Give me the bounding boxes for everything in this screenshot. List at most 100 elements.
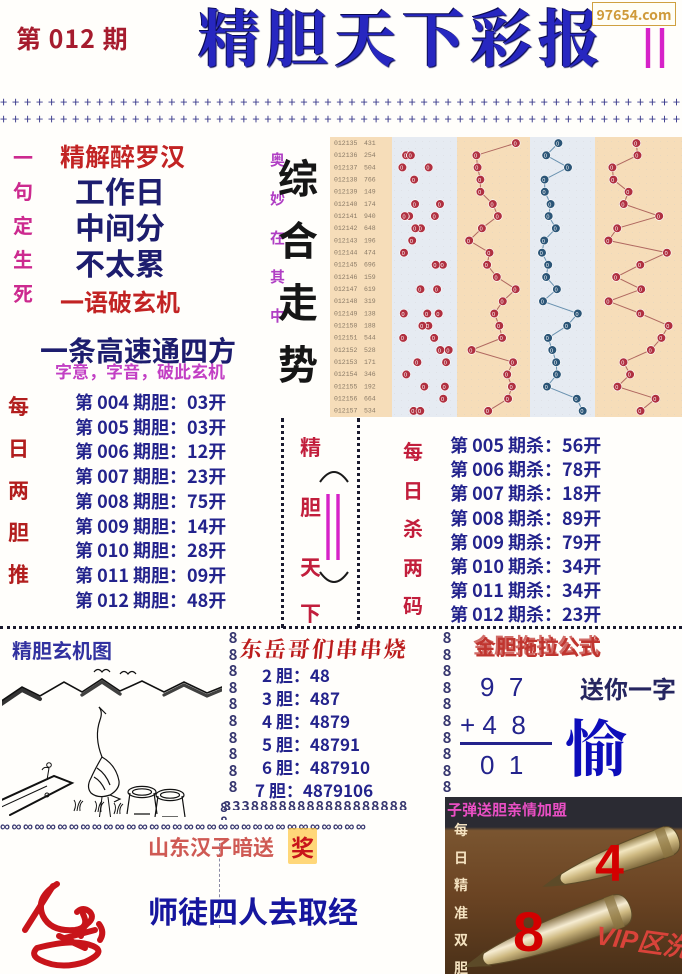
svg-text:0: 0 bbox=[544, 275, 547, 281]
svg-text:188: 188 bbox=[364, 323, 376, 330]
svg-text:0: 0 bbox=[548, 202, 551, 208]
svg-text:159: 159 bbox=[364, 274, 376, 281]
svg-text:0: 0 bbox=[418, 288, 421, 294]
svg-text:0: 0 bbox=[404, 373, 407, 379]
svg-text:0: 0 bbox=[433, 263, 436, 269]
svg-text:149: 149 bbox=[364, 189, 376, 196]
svg-text:319: 319 bbox=[364, 298, 376, 305]
svg-text:0: 0 bbox=[501, 300, 504, 306]
svg-text:0: 0 bbox=[638, 263, 641, 269]
svg-text:012153: 012153 bbox=[334, 359, 358, 366]
svg-text:0: 0 bbox=[469, 348, 472, 354]
svg-text:0: 0 bbox=[555, 288, 558, 294]
svg-text:0: 0 bbox=[544, 154, 547, 160]
svg-text:0: 0 bbox=[436, 312, 439, 318]
svg-text:0: 0 bbox=[514, 141, 517, 147]
svg-text:0: 0 bbox=[435, 288, 438, 294]
svg-text:0: 0 bbox=[506, 397, 509, 403]
svg-text:0: 0 bbox=[634, 141, 637, 147]
svg-text:0: 0 bbox=[486, 409, 489, 415]
svg-text:0: 0 bbox=[635, 154, 638, 160]
svg-text:474: 474 bbox=[364, 250, 376, 257]
svg-text:0: 0 bbox=[543, 190, 546, 196]
svg-text:766: 766 bbox=[364, 176, 376, 183]
svg-text:0: 0 bbox=[485, 263, 488, 269]
svg-text:648: 648 bbox=[364, 225, 376, 232]
svg-text:0: 0 bbox=[487, 251, 490, 257]
svg-text:0: 0 bbox=[409, 154, 412, 160]
svg-text:0: 0 bbox=[606, 239, 609, 245]
svg-text:196: 196 bbox=[364, 237, 376, 244]
svg-text:0: 0 bbox=[400, 166, 403, 172]
svg-text:534: 534 bbox=[364, 408, 376, 415]
svg-text:0: 0 bbox=[438, 202, 441, 208]
svg-text:0: 0 bbox=[542, 239, 545, 245]
svg-text:0: 0 bbox=[615, 227, 618, 233]
svg-text:0: 0 bbox=[610, 166, 613, 172]
svg-text:544: 544 bbox=[364, 335, 376, 342]
svg-text:696: 696 bbox=[364, 262, 376, 269]
svg-text:0: 0 bbox=[425, 312, 428, 318]
svg-text:528: 528 bbox=[364, 347, 376, 354]
svg-text:664: 664 bbox=[364, 396, 376, 403]
svg-text:012136: 012136 bbox=[334, 152, 358, 159]
svg-text:0: 0 bbox=[657, 214, 660, 220]
svg-text:012149: 012149 bbox=[334, 310, 358, 317]
svg-text:0: 0 bbox=[546, 263, 549, 269]
svg-text:012145: 012145 bbox=[334, 262, 358, 269]
svg-text:0: 0 bbox=[546, 214, 549, 220]
svg-text:012138: 012138 bbox=[334, 176, 358, 183]
svg-text:0: 0 bbox=[615, 385, 618, 391]
svg-text:0: 0 bbox=[505, 373, 508, 379]
svg-text:138: 138 bbox=[364, 310, 376, 317]
svg-text:0: 0 bbox=[432, 336, 435, 342]
svg-text:0: 0 bbox=[550, 348, 553, 354]
svg-text:0: 0 bbox=[554, 361, 557, 367]
svg-text:012155: 012155 bbox=[334, 383, 358, 390]
svg-text:012142: 012142 bbox=[334, 225, 358, 232]
svg-text:0: 0 bbox=[413, 227, 416, 233]
svg-text:0: 0 bbox=[649, 348, 652, 354]
svg-text:012152: 012152 bbox=[334, 347, 358, 354]
svg-text:012140: 012140 bbox=[334, 201, 358, 208]
svg-text:0: 0 bbox=[474, 154, 477, 160]
svg-text:012150: 012150 bbox=[334, 323, 358, 330]
svg-text:012147: 012147 bbox=[334, 286, 358, 293]
svg-text:0: 0 bbox=[540, 251, 543, 257]
svg-text:VIP区洗: VIP区洗 bbox=[594, 920, 682, 963]
svg-text:0: 0 bbox=[411, 409, 414, 415]
svg-text:012143: 012143 bbox=[334, 237, 358, 244]
svg-text:619: 619 bbox=[364, 286, 376, 293]
svg-text:0: 0 bbox=[496, 214, 499, 220]
svg-text:0: 0 bbox=[420, 324, 423, 330]
svg-text:0: 0 bbox=[511, 361, 514, 367]
svg-text:0: 0 bbox=[626, 190, 629, 196]
svg-text:0: 0 bbox=[475, 166, 478, 172]
svg-text:0: 0 bbox=[614, 275, 617, 281]
svg-text:0: 0 bbox=[659, 336, 662, 342]
svg-text:012148: 012148 bbox=[334, 298, 358, 305]
svg-text:940: 940 bbox=[364, 213, 376, 220]
svg-text:0: 0 bbox=[426, 166, 429, 172]
svg-text:0: 0 bbox=[541, 300, 544, 306]
svg-text:0: 0 bbox=[403, 214, 406, 220]
svg-text:0: 0 bbox=[565, 324, 568, 330]
svg-text:012151: 012151 bbox=[334, 335, 358, 342]
svg-text:0: 0 bbox=[480, 227, 483, 233]
svg-text:0: 0 bbox=[443, 385, 446, 391]
svg-text:0: 0 bbox=[546, 336, 549, 342]
svg-text:012144: 012144 bbox=[334, 250, 358, 257]
svg-text:0: 0 bbox=[513, 288, 516, 294]
svg-text:012137: 012137 bbox=[334, 164, 358, 171]
svg-text:0: 0 bbox=[500, 336, 503, 342]
svg-text:0: 0 bbox=[467, 239, 470, 245]
svg-text:012139: 012139 bbox=[334, 189, 358, 196]
svg-text:0: 0 bbox=[446, 348, 449, 354]
svg-text:0: 0 bbox=[410, 239, 413, 245]
svg-text:0: 0 bbox=[621, 361, 624, 367]
svg-text:0: 0 bbox=[413, 202, 416, 208]
svg-text:0: 0 bbox=[478, 178, 481, 184]
svg-text:012156: 012156 bbox=[334, 396, 358, 403]
svg-text:0: 0 bbox=[545, 385, 548, 391]
svg-text:0: 0 bbox=[556, 141, 559, 147]
